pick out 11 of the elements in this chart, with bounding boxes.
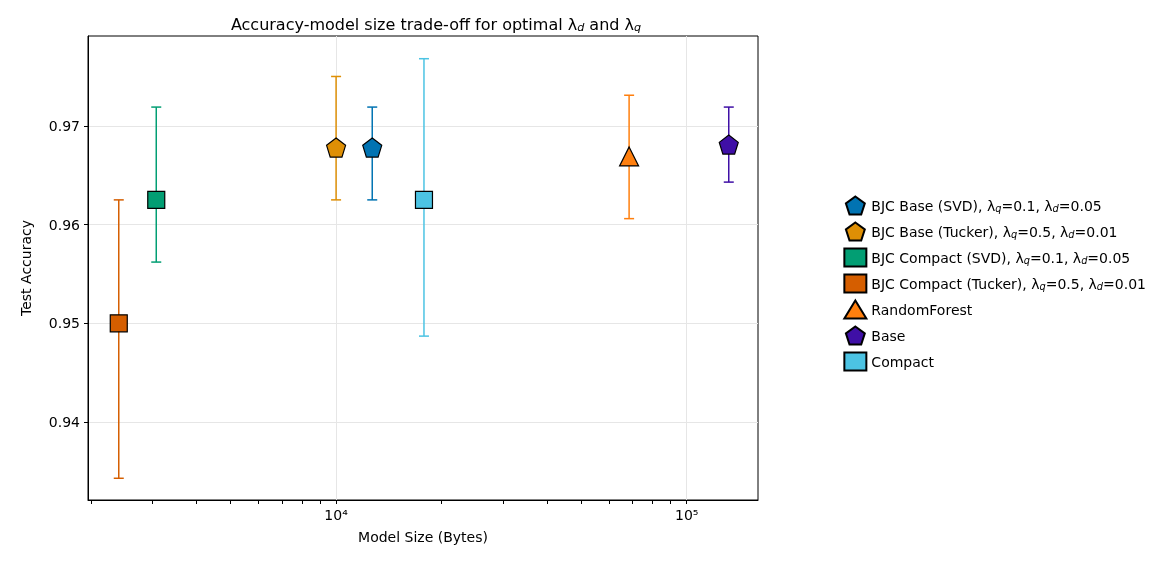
legend-label: Base [871,327,906,344]
legend-label: Compact [871,353,935,370]
y-tick-label: 0.95 [48,315,80,332]
y-axis-title: Test Accuracy [18,220,34,317]
y-tick-label: 0.97 [48,117,80,134]
x-tick-label: 10⁴ [324,507,349,523]
y-tick-label: 0.96 [48,216,81,233]
y-tick-label: 0.94 [48,414,81,431]
legend-label: RandomForest [871,301,973,318]
x-tick-label: 10⁵ [675,507,699,523]
x-axis-title: Model Size (Bytes) [358,529,488,545]
